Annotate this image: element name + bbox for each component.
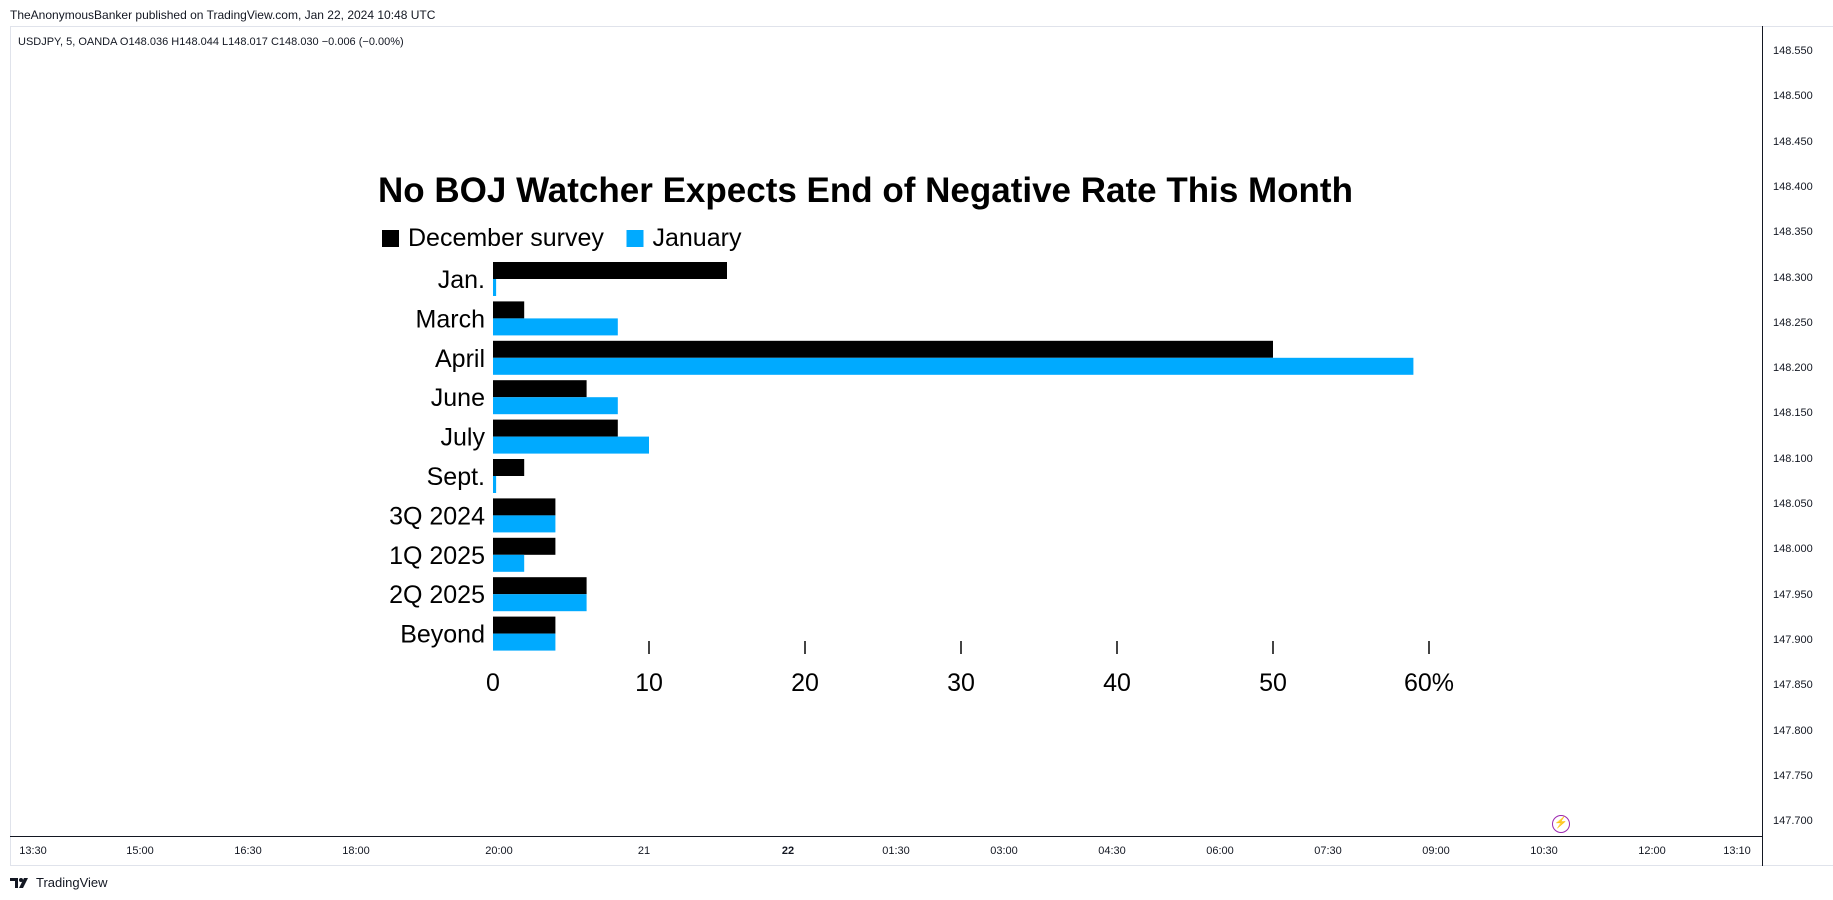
price-label: 148.550 <box>1773 45 1813 57</box>
price-axis-line <box>1762 26 1763 866</box>
category-label: Jan. <box>438 266 485 294</box>
time-label: 07:30 <box>1314 845 1342 857</box>
x-tick-label: 40 <box>1103 669 1131 697</box>
price-label: 148.000 <box>1773 543 1813 556</box>
bar <box>493 459 525 476</box>
time-label: 18:00 <box>342 845 370 857</box>
category-label: 3Q 2024 <box>389 502 485 530</box>
time-label: 03:00 <box>990 845 1018 857</box>
time-label: 09:00 <box>1422 845 1450 857</box>
bar <box>493 633 556 651</box>
legend-label: December survey <box>408 224 604 252</box>
time-label: 12:00 <box>1638 845 1666 857</box>
symbol-info[interactable]: USDJPY, 5, OANDA O148.036 H148.044 L148.… <box>18 36 404 48</box>
bar-group <box>493 262 1414 651</box>
category-labels: Jan. March April June July Sept. 3Q 2024 1Q 202… <box>389 266 485 649</box>
price-label: 147.900 <box>1773 633 1813 646</box>
bar <box>493 616 556 634</box>
x-tick-label: 0 <box>486 669 500 697</box>
price-label: 147.800 <box>1773 724 1813 737</box>
bar <box>493 537 556 555</box>
price-label: 148.200 <box>1773 362 1813 375</box>
category-label: April <box>435 345 485 373</box>
chart-title: No BOJ Watcher Expects End of Negative R… <box>378 171 1353 210</box>
price-label: 147.850 <box>1773 679 1813 692</box>
price-label: 148.100 <box>1773 452 1813 465</box>
price-label: 147.700 <box>1773 815 1813 828</box>
bar <box>493 577 587 595</box>
price-label: 147.950 <box>1773 588 1813 601</box>
publisher-header: TheAnonymousBanker published on TradingV… <box>10 8 436 22</box>
category-label: June <box>431 384 485 412</box>
price-label: 148.300 <box>1773 271 1813 284</box>
x-tick-label: 30 <box>947 669 975 697</box>
time-label: 06:00 <box>1206 845 1234 857</box>
time-axis-line <box>10 836 1762 837</box>
chart-legend: December survey January <box>382 224 742 252</box>
category-label: 2Q 2025 <box>389 581 485 609</box>
time-label: 04:30 <box>1098 845 1126 857</box>
price-label: 148.250 <box>1773 316 1813 329</box>
price-label: 148.400 <box>1773 180 1813 193</box>
time-label: 16:30 <box>234 845 262 857</box>
bar <box>493 340 1273 358</box>
x-tick-label: 60% <box>1404 669 1454 697</box>
bar <box>493 515 556 533</box>
x-tick-label: 20 <box>791 669 819 697</box>
category-label: Beyond <box>400 621 485 649</box>
bar <box>493 262 727 279</box>
bar <box>493 476 497 493</box>
bar <box>493 554 525 572</box>
embedded-bar-chart: No BOJ Watcher Expects End of Negative R… <box>378 171 1454 697</box>
category-label: Sept. <box>427 463 485 491</box>
bar <box>493 380 587 398</box>
legend-swatch <box>382 230 399 247</box>
category-label: July <box>441 424 486 452</box>
time-label: 20:00 <box>485 845 513 857</box>
price-label: 148.350 <box>1773 226 1813 239</box>
legend-swatch <box>626 230 644 247</box>
footer-brand[interactable]: TradingView <box>10 875 108 890</box>
time-label: 10:30 <box>1530 845 1558 857</box>
price-label: 148.450 <box>1773 135 1813 148</box>
bar <box>493 594 587 612</box>
price-label: 148.500 <box>1773 90 1813 103</box>
x-tick-label: 10 <box>635 669 663 697</box>
time-label: 15:00 <box>126 845 154 857</box>
bar <box>493 357 1414 375</box>
time-label: 01:30 <box>882 845 910 857</box>
bar <box>493 436 649 454</box>
bar <box>493 419 618 437</box>
bar <box>493 318 618 336</box>
legend-label: January <box>653 224 742 252</box>
x-axis: 0 10 20 30 40 50 60% <box>486 641 1454 697</box>
time-label: 22 <box>781 845 795 857</box>
bar <box>493 397 618 415</box>
category-label: March <box>416 305 485 333</box>
price-label: 147.750 <box>1773 769 1813 782</box>
price-label: 148.050 <box>1773 498 1813 510</box>
chart-frame <box>10 26 1833 866</box>
bar <box>493 279 497 296</box>
tradingview-logo-icon <box>10 877 28 888</box>
time-label: 13:30 <box>19 845 47 857</box>
price-label: 148.150 <box>1773 407 1813 420</box>
bar <box>493 301 525 319</box>
time-label: 21 <box>637 845 651 857</box>
footer-brand-label: TradingView <box>36 875 108 890</box>
category-label: 1Q 2025 <box>389 542 485 570</box>
time-label: 13:10 <box>1723 845 1751 857</box>
bar <box>493 498 556 516</box>
x-tick-label: 50 <box>1259 669 1287 697</box>
lightning-bolt-icon[interactable]: ⚡ <box>1552 815 1570 833</box>
